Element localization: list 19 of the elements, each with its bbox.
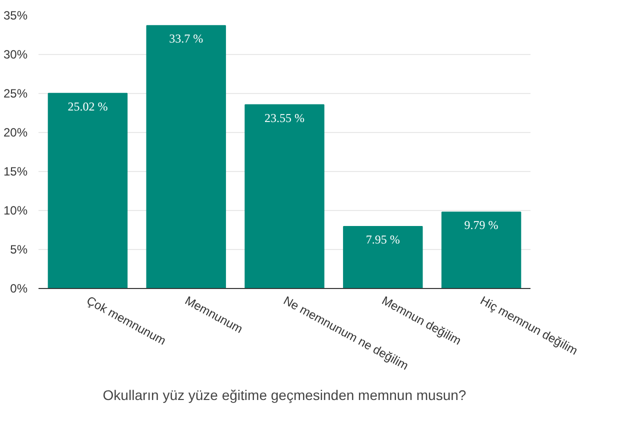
y-tick-label: 15% [3,164,28,178]
data-label: 33.7 % [169,32,204,46]
y-tick-label: 20% [3,126,28,140]
data-label: 25.02 % [68,99,108,114]
y-tick-label: 25% [3,86,28,100]
data-label: 9.79 % [464,218,498,232]
y-tick-label: 0% [10,282,28,296]
y-tick-label: 10% [3,204,28,218]
bar [244,104,324,288]
bar [48,92,128,288]
data-label: 7.95 % [366,232,400,246]
y-tick-label: 35% [3,8,28,22]
bar [343,226,423,288]
data-label: 23.55 % [264,110,304,125]
bar [441,212,522,288]
y-tick-label: 30% [3,48,28,62]
x-axis-title: Okulların yüz yüze eğitime geçmesinden memnun musun? [102,386,466,403]
y-tick-label: 5% [10,242,28,256]
bar [146,25,226,288]
